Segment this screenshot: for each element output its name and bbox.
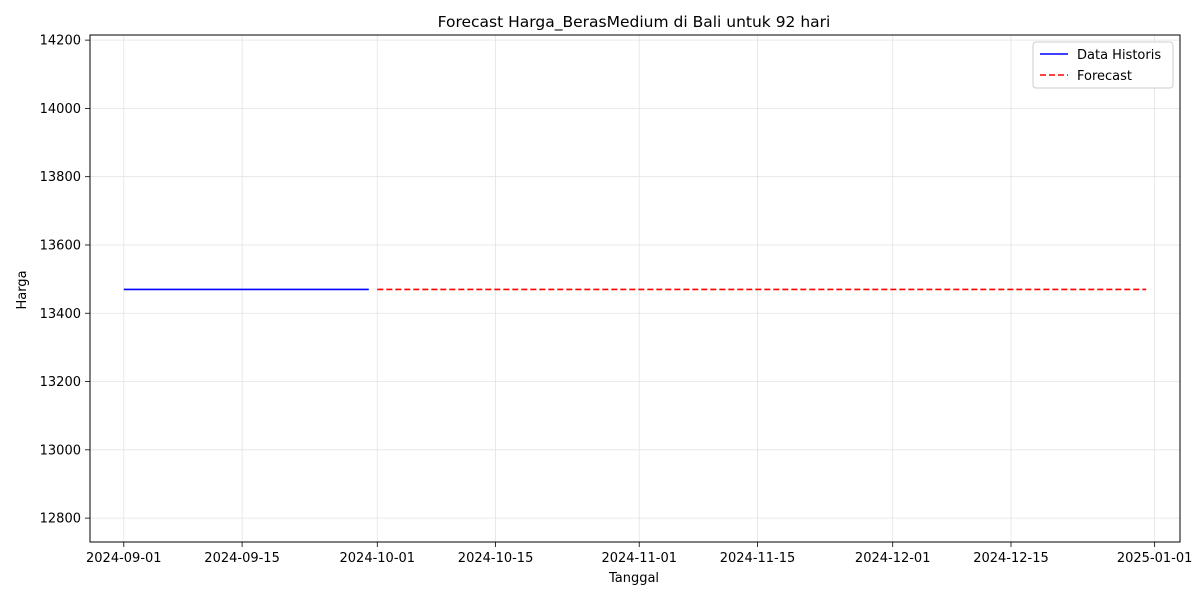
y-tick-label: 13800 [40, 170, 81, 185]
y-tick-label: 14000 [40, 102, 81, 117]
y-tick-label: 13600 [40, 238, 81, 253]
legend-label-forecast: Forecast [1077, 69, 1132, 84]
grid [90, 35, 1180, 542]
y-axis-label: Harga [15, 270, 30, 309]
y-tick-label: 12800 [40, 512, 81, 527]
y-tick-label: 13000 [40, 443, 81, 458]
x-tick-label: 2024-11-15 [720, 551, 796, 566]
x-tick-label: 2024-12-15 [973, 551, 1049, 566]
x-tick-label: 2024-10-15 [458, 551, 534, 566]
plot-frame [89, 34, 1181, 543]
chart-title: Forecast Harga_BerasMedium di Bali untuk… [438, 13, 831, 32]
x-tick-label: 2024-12-01 [855, 551, 931, 566]
x-tick-label: 2024-09-15 [204, 551, 280, 566]
x-axis-label: Tanggal [608, 571, 659, 586]
y-tick-label: 13400 [40, 307, 81, 322]
x-tick-label: 2024-11-01 [601, 551, 677, 566]
x-tick-label: 2025-01-01 [1117, 551, 1193, 566]
x-axis-ticks: 2024-09-01 2024-09-15 2024-10-01 2024-10-15… [86, 542, 1192, 566]
x-tick-label: 2024-10-01 [340, 551, 416, 566]
y-axis-ticks: 12800 13000 13200 13400 13600 13800 14000 14200 [40, 34, 90, 527]
legend: Data Historis Forecast [1032, 41, 1174, 89]
y-tick-label: 13200 [40, 375, 81, 390]
legend-label-historis: Data Historis [1077, 48, 1161, 63]
y-tick-label: 14200 [40, 34, 81, 49]
x-tick-label: 2024-09-01 [86, 551, 162, 566]
